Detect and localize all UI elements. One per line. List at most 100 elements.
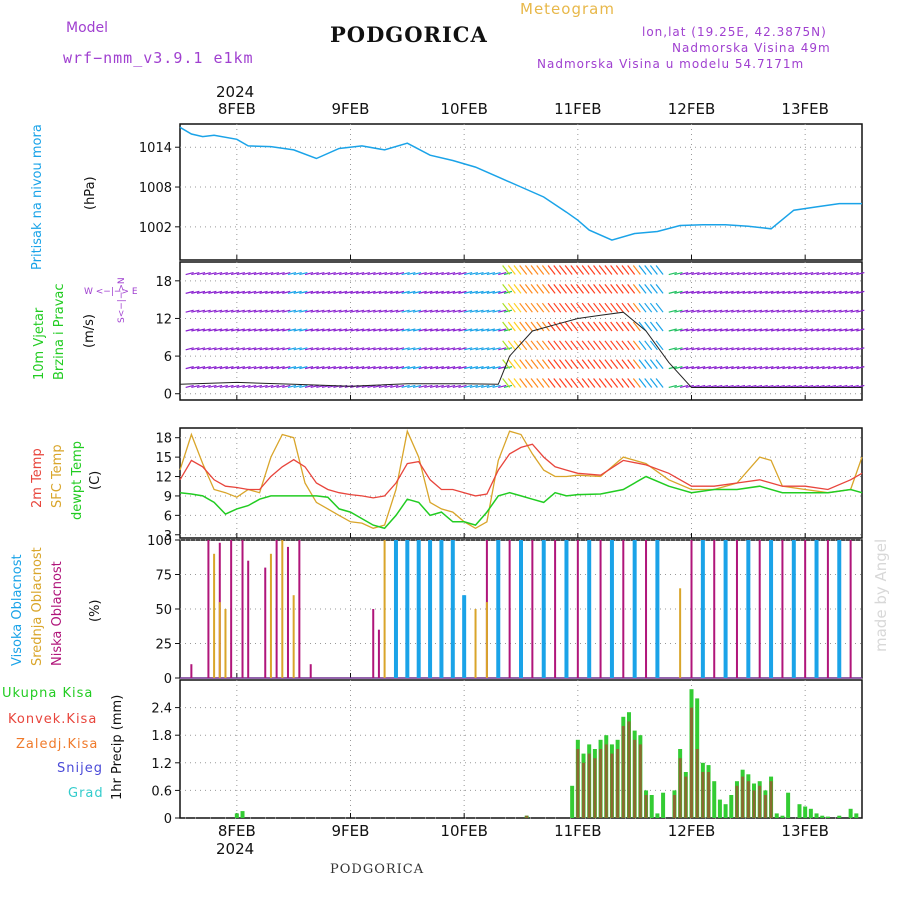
wind-barb bbox=[202, 328, 211, 332]
wind-barb bbox=[503, 366, 513, 370]
wind-barb bbox=[361, 290, 371, 294]
wind-barb bbox=[486, 271, 496, 276]
day-label-top: 8FEB bbox=[218, 100, 256, 118]
wind-barb bbox=[530, 340, 539, 351]
wind-barb bbox=[570, 378, 579, 388]
mid-cloud-bar bbox=[224, 609, 227, 678]
wind-barb bbox=[742, 309, 751, 313]
wind-barb bbox=[486, 347, 496, 351]
wind-barb bbox=[191, 309, 200, 313]
wind-barb bbox=[776, 290, 785, 294]
wind-barb bbox=[822, 366, 831, 370]
wind-barb bbox=[236, 384, 245, 389]
wind-barb bbox=[373, 384, 382, 389]
wind-barb bbox=[725, 366, 734, 370]
wind-barb bbox=[293, 366, 302, 370]
wind-barb bbox=[742, 328, 751, 332]
wind-barb bbox=[287, 309, 297, 313]
wind-barb bbox=[333, 347, 342, 351]
year-label-top: 2024 bbox=[216, 83, 255, 101]
day-label-bottom: 12FEB bbox=[668, 822, 715, 840]
wind-barb bbox=[338, 347, 348, 351]
low-cloud-bar bbox=[247, 560, 250, 678]
wind-barb bbox=[435, 366, 444, 370]
wind-barb bbox=[429, 271, 439, 276]
wind-barb bbox=[481, 366, 490, 370]
wind-barb bbox=[361, 366, 371, 370]
wind-barb bbox=[316, 384, 325, 389]
wind-barb bbox=[293, 290, 302, 294]
day-label-bottom: 9FEB bbox=[332, 822, 370, 840]
wind-barb bbox=[714, 366, 723, 370]
high-cloud-bar bbox=[564, 540, 569, 678]
wind-barb bbox=[748, 309, 757, 313]
wind-barb bbox=[644, 283, 653, 294]
wind-barb bbox=[441, 384, 450, 389]
wind-barb bbox=[604, 321, 613, 332]
wind-barb bbox=[259, 347, 268, 351]
cloud-tick-label: 50 bbox=[155, 603, 172, 618]
wind-barb bbox=[731, 271, 740, 276]
wind-barb bbox=[621, 359, 630, 370]
temp-frame bbox=[179, 427, 863, 539]
wind-barb bbox=[401, 328, 410, 332]
low-cloud-bar bbox=[576, 540, 579, 678]
wind-barb bbox=[282, 366, 291, 370]
wind-barb bbox=[570, 265, 579, 275]
wind-barb bbox=[850, 347, 859, 351]
precip-tick-label: 2.4 bbox=[151, 702, 172, 717]
wind-barb bbox=[725, 290, 734, 294]
wind-barb bbox=[191, 347, 200, 351]
low-cloud-bar bbox=[735, 540, 738, 678]
mid-cloud-bar bbox=[679, 588, 682, 678]
wind-barb bbox=[265, 384, 274, 389]
wind-barb bbox=[679, 366, 689, 370]
precip-tick-label: 1.8 bbox=[151, 729, 172, 744]
wind-barb bbox=[424, 290, 433, 294]
mid-cloud-bar bbox=[292, 595, 295, 678]
wind-barb bbox=[587, 321, 596, 332]
wind-barb bbox=[475, 347, 484, 351]
wind-barb bbox=[327, 347, 336, 351]
wind-barb bbox=[810, 328, 819, 332]
wind-barb bbox=[770, 328, 780, 332]
wind-barb bbox=[378, 290, 388, 294]
wind-barb bbox=[384, 309, 393, 313]
wind-barb bbox=[458, 366, 467, 370]
wind-barb bbox=[316, 347, 325, 351]
wind-barb bbox=[553, 265, 562, 275]
wind-barb bbox=[742, 366, 751, 370]
wind-barb bbox=[213, 309, 223, 313]
wind-barb bbox=[507, 265, 516, 275]
wind-barb bbox=[191, 384, 200, 389]
strat-precip-bar bbox=[741, 776, 745, 818]
wind-barb bbox=[615, 340, 624, 351]
wind-barb bbox=[655, 378, 664, 388]
wind-barb bbox=[270, 290, 280, 294]
wind-barb bbox=[799, 347, 808, 351]
wind-barb bbox=[418, 271, 427, 276]
wind-barb bbox=[822, 290, 831, 294]
wind-barb bbox=[231, 271, 240, 276]
wind-barb bbox=[547, 340, 556, 351]
wind-barb bbox=[338, 290, 348, 294]
pressure-line bbox=[179, 126, 862, 241]
wind-barb bbox=[367, 328, 376, 332]
wind-barb bbox=[310, 309, 319, 313]
wind-barb bbox=[429, 384, 439, 389]
wind-barb bbox=[213, 347, 223, 351]
wind-barb bbox=[719, 366, 729, 370]
wind-barb bbox=[674, 290, 683, 294]
wind-barb bbox=[714, 328, 723, 332]
wind-barb bbox=[293, 271, 302, 276]
wind-barb bbox=[435, 328, 444, 332]
wind-barb bbox=[384, 384, 393, 389]
lonlat-label: lon,lat (19.25E, 42.3875N) bbox=[642, 25, 827, 39]
wind-barb bbox=[547, 359, 556, 370]
wind-barb bbox=[304, 290, 314, 294]
total-precip-bar bbox=[712, 781, 717, 818]
wind-barb bbox=[469, 347, 478, 351]
wind-barb bbox=[498, 347, 507, 351]
wind-barb bbox=[248, 271, 257, 276]
wind-barb bbox=[587, 359, 596, 370]
